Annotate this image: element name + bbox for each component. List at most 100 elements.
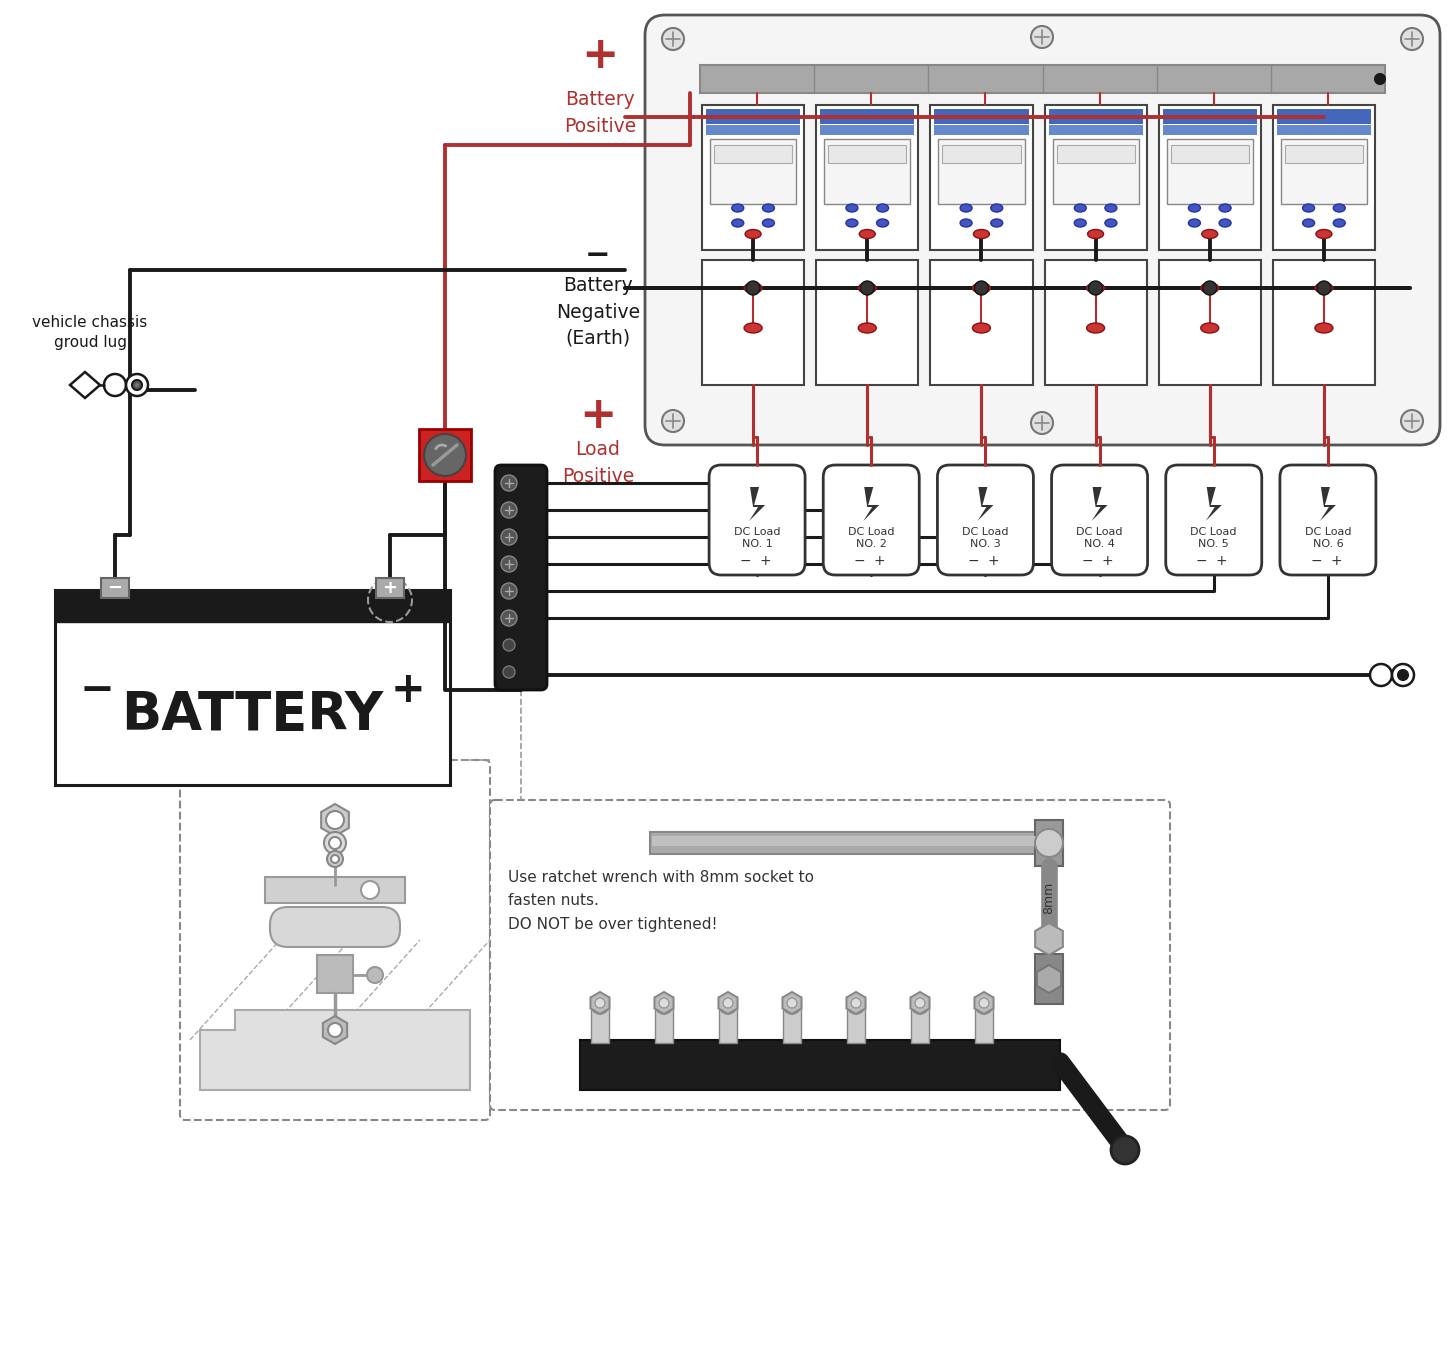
Text: −: − [585,242,611,270]
Circle shape [135,382,140,388]
Ellipse shape [846,204,858,212]
Polygon shape [910,992,929,1014]
FancyBboxPatch shape [271,907,399,947]
Ellipse shape [1106,219,1117,227]
FancyBboxPatch shape [645,15,1440,445]
Ellipse shape [744,322,763,333]
Ellipse shape [974,229,990,239]
Text: DC Load
NO. 2: DC Load NO. 2 [848,527,894,549]
Circle shape [1032,26,1053,48]
FancyBboxPatch shape [823,464,919,575]
Ellipse shape [1315,229,1331,239]
Text: Battery
Negative
(Earth): Battery Negative (Earth) [556,276,640,348]
Circle shape [126,374,148,396]
Ellipse shape [763,219,774,227]
FancyBboxPatch shape [495,464,547,690]
Bar [719,1005,737,1044]
Circle shape [1035,829,1064,856]
Ellipse shape [991,204,1003,212]
Polygon shape [1035,923,1064,955]
Text: +: + [579,393,616,437]
Text: Use ratchet wrench with 8mm socket to
fasten nuts.
DO NOT be over tightened!: Use ratchet wrench with 8mm socket to fa… [508,870,815,932]
Ellipse shape [972,283,990,292]
Bar [1056,145,1134,163]
Text: −: − [854,555,865,568]
Circle shape [846,996,865,1014]
Bar [713,145,792,163]
Polygon shape [750,488,765,520]
Polygon shape [783,992,802,1014]
Bar [1276,126,1370,135]
Polygon shape [864,488,880,520]
Polygon shape [200,1009,470,1090]
Text: DC Load
NO. 6: DC Load NO. 6 [1305,527,1351,549]
FancyBboxPatch shape [938,464,1033,575]
Bar [1159,260,1260,385]
Polygon shape [69,372,100,398]
Bar [655,1005,673,1044]
Text: −: − [107,579,123,597]
Bar [935,126,1029,135]
Circle shape [974,281,988,295]
FancyBboxPatch shape [491,800,1171,1111]
Text: −: − [80,669,114,710]
Circle shape [661,410,684,432]
Circle shape [1111,1137,1139,1164]
FancyBboxPatch shape [179,759,491,1120]
Text: Battery
Positive: Battery Positive [564,90,637,135]
Ellipse shape [763,204,774,212]
Bar [702,260,805,385]
FancyBboxPatch shape [1281,464,1376,575]
Text: −: − [1310,555,1321,568]
Text: −: − [1082,555,1094,568]
Ellipse shape [1302,219,1314,227]
Circle shape [1317,281,1331,295]
Bar [702,105,805,250]
Ellipse shape [877,219,888,227]
Circle shape [331,855,339,863]
Circle shape [327,851,343,867]
Bar [816,105,919,250]
Circle shape [661,27,684,51]
Circle shape [132,380,142,391]
Bar [55,590,450,785]
Circle shape [980,999,988,1008]
Ellipse shape [1088,229,1104,239]
Polygon shape [590,992,609,1014]
Bar [846,1005,865,1044]
Bar [1276,109,1370,124]
Bar [1045,105,1146,250]
Circle shape [1375,74,1385,83]
Bar [816,260,919,385]
Ellipse shape [744,283,763,292]
Circle shape [912,996,929,1014]
Bar [1035,953,1064,1004]
Ellipse shape [972,322,990,333]
Circle shape [324,832,346,854]
Bar [828,145,906,163]
Ellipse shape [1202,229,1218,239]
Text: +: + [874,555,886,568]
Circle shape [501,611,517,626]
Bar [1171,145,1249,163]
Circle shape [1392,664,1414,686]
Bar [975,1005,993,1044]
Ellipse shape [1333,204,1346,212]
Ellipse shape [1218,204,1231,212]
Circle shape [655,996,673,1014]
Bar [1163,109,1257,124]
Text: −: − [968,555,980,568]
Text: +: + [391,669,425,710]
Ellipse shape [1106,204,1117,212]
Text: 8mm: 8mm [1042,882,1055,914]
FancyBboxPatch shape [1052,464,1147,575]
Bar [1166,139,1253,204]
Bar [820,126,915,135]
Circle shape [501,583,517,600]
Ellipse shape [877,204,888,212]
Bar [265,877,405,903]
Bar [1285,145,1363,163]
Bar [930,105,1033,250]
Circle shape [915,999,925,1008]
Text: +: + [760,555,771,568]
